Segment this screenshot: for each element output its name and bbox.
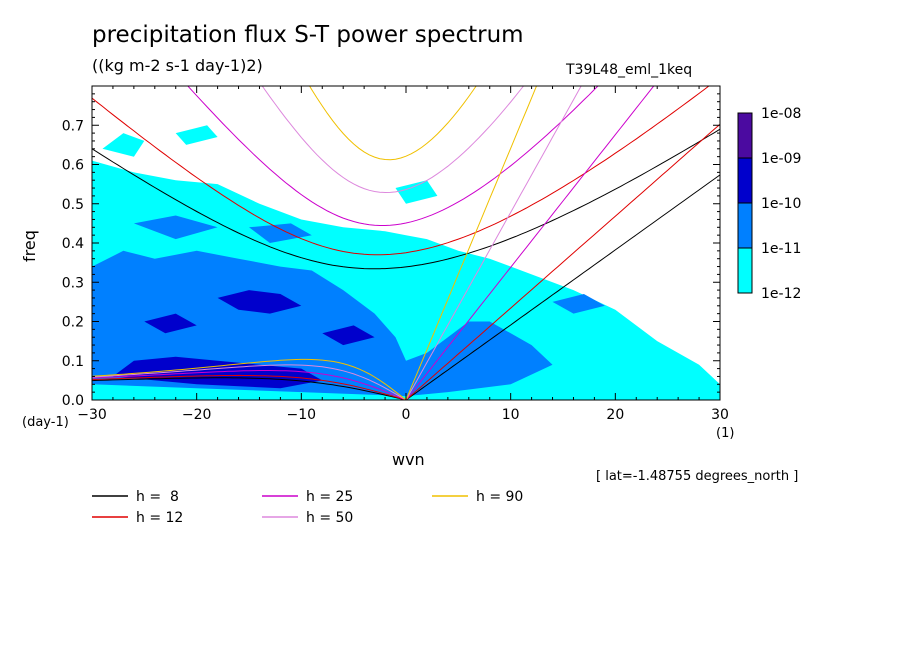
spectrum-region-2 — [175, 125, 218, 145]
spectrum-region-3 — [395, 180, 438, 204]
inertio-gravity-curve-h25 — [187, 86, 599, 226]
spectrum-region-10 — [322, 325, 375, 346]
colorbar-swatch-1 — [737, 202, 753, 249]
x-tick-label: −20 — [182, 407, 212, 423]
y-tick-label: 0.1 — [62, 354, 84, 370]
latitude-note: [ lat=-1.48755 degrees_north ] — [596, 469, 799, 484]
spectrum-region-9 — [217, 290, 302, 314]
colorbar-label: 1e-09 — [761, 151, 801, 167]
x-tick-label: 0 — [402, 407, 411, 423]
spectrum-region-7 — [552, 294, 605, 314]
x-tick-label: 10 — [502, 407, 520, 423]
x-axis-unit: (1) — [716, 426, 735, 441]
x-axis-label: wvn — [392, 450, 425, 469]
x-tick-label: 20 — [606, 407, 624, 423]
colorbar-swatch-2 — [737, 157, 753, 204]
y-tick-label: 0.0 — [62, 393, 84, 409]
legend: h = 8 h = 12 h = 25 h = 50 h = 90 — [92, 489, 523, 526]
y-tick-label: 0.5 — [62, 197, 84, 213]
spectrum-regions — [92, 125, 720, 400]
axes: −30 −20 −10 0 10 20 30 0.0 0.1 0.2 0.3 0.4 0.5 0.6 0.7 — [62, 86, 729, 423]
x-tick-label: 30 — [711, 407, 729, 423]
rossby-curve-h8 — [92, 377, 407, 400]
rossby-curve-h90 — [92, 358, 407, 400]
x-tick-label: −10 — [287, 407, 317, 423]
kelvin-curve-h25 — [405, 86, 655, 400]
legend-label: h = 90 — [476, 489, 523, 505]
chart-subtitle: ((kg m-2 s-1 day-1)2) — [92, 56, 263, 75]
kelvin-curve-h90 — [405, 86, 538, 400]
legend-label: h = 50 — [306, 510, 353, 526]
y-tick-label: 0.2 — [62, 315, 84, 331]
y-axis-unit: (day-1) — [22, 415, 69, 430]
colorbar-swatch-3 — [737, 112, 753, 159]
kelvin-curve-h8 — [405, 174, 720, 400]
kelvin-curve-h12 — [405, 123, 720, 400]
rossby-curve-h25 — [92, 370, 407, 400]
colorbar-swatch-0 — [737, 247, 753, 294]
spectrum-region-11 — [144, 313, 197, 334]
x-tick-label: −30 — [77, 407, 107, 423]
spectrum-region-5 — [133, 215, 218, 240]
spectrum-region-8 — [112, 356, 323, 389]
inertio-gravity-curve-h50 — [261, 86, 525, 194]
colorbar-label: 1e-10 — [761, 196, 801, 212]
y-tick-label: 0.3 — [62, 275, 84, 291]
rossby-curve-h12 — [92, 374, 407, 400]
colorbar-label: 1e-11 — [761, 241, 801, 257]
inertio-gravity-curve-h12 — [92, 86, 710, 256]
colorbar: 1e-12 1e-11 1e-10 1e-09 1e-08 — [737, 106, 801, 302]
y-tick-label: 0.6 — [62, 158, 84, 174]
rossby-curve-h50 — [92, 364, 407, 400]
inertio-gravity-curve-h90 — [309, 86, 477, 161]
colorbar-label: 1e-08 — [761, 106, 801, 122]
dispersion-curves — [92, 86, 720, 400]
colorbar-label: 1e-12 — [761, 286, 801, 302]
chart-title: precipitation flux S-T power spectrum — [92, 22, 524, 48]
y-tick-label: 0.7 — [62, 118, 84, 134]
run-label: T39L48_eml_1keq — [566, 62, 693, 78]
y-tick-label: 0.4 — [62, 236, 84, 252]
spectrum-region-6 — [249, 223, 312, 243]
spectrum-region-1 — [102, 133, 145, 157]
legend-label: h = 25 — [306, 489, 353, 505]
legend-label: h = 8 — [136, 489, 179, 505]
kelvin-curve-h50 — [405, 86, 582, 400]
legend-label: h = 12 — [136, 510, 183, 526]
inertio-gravity-curve-h8 — [92, 128, 720, 270]
